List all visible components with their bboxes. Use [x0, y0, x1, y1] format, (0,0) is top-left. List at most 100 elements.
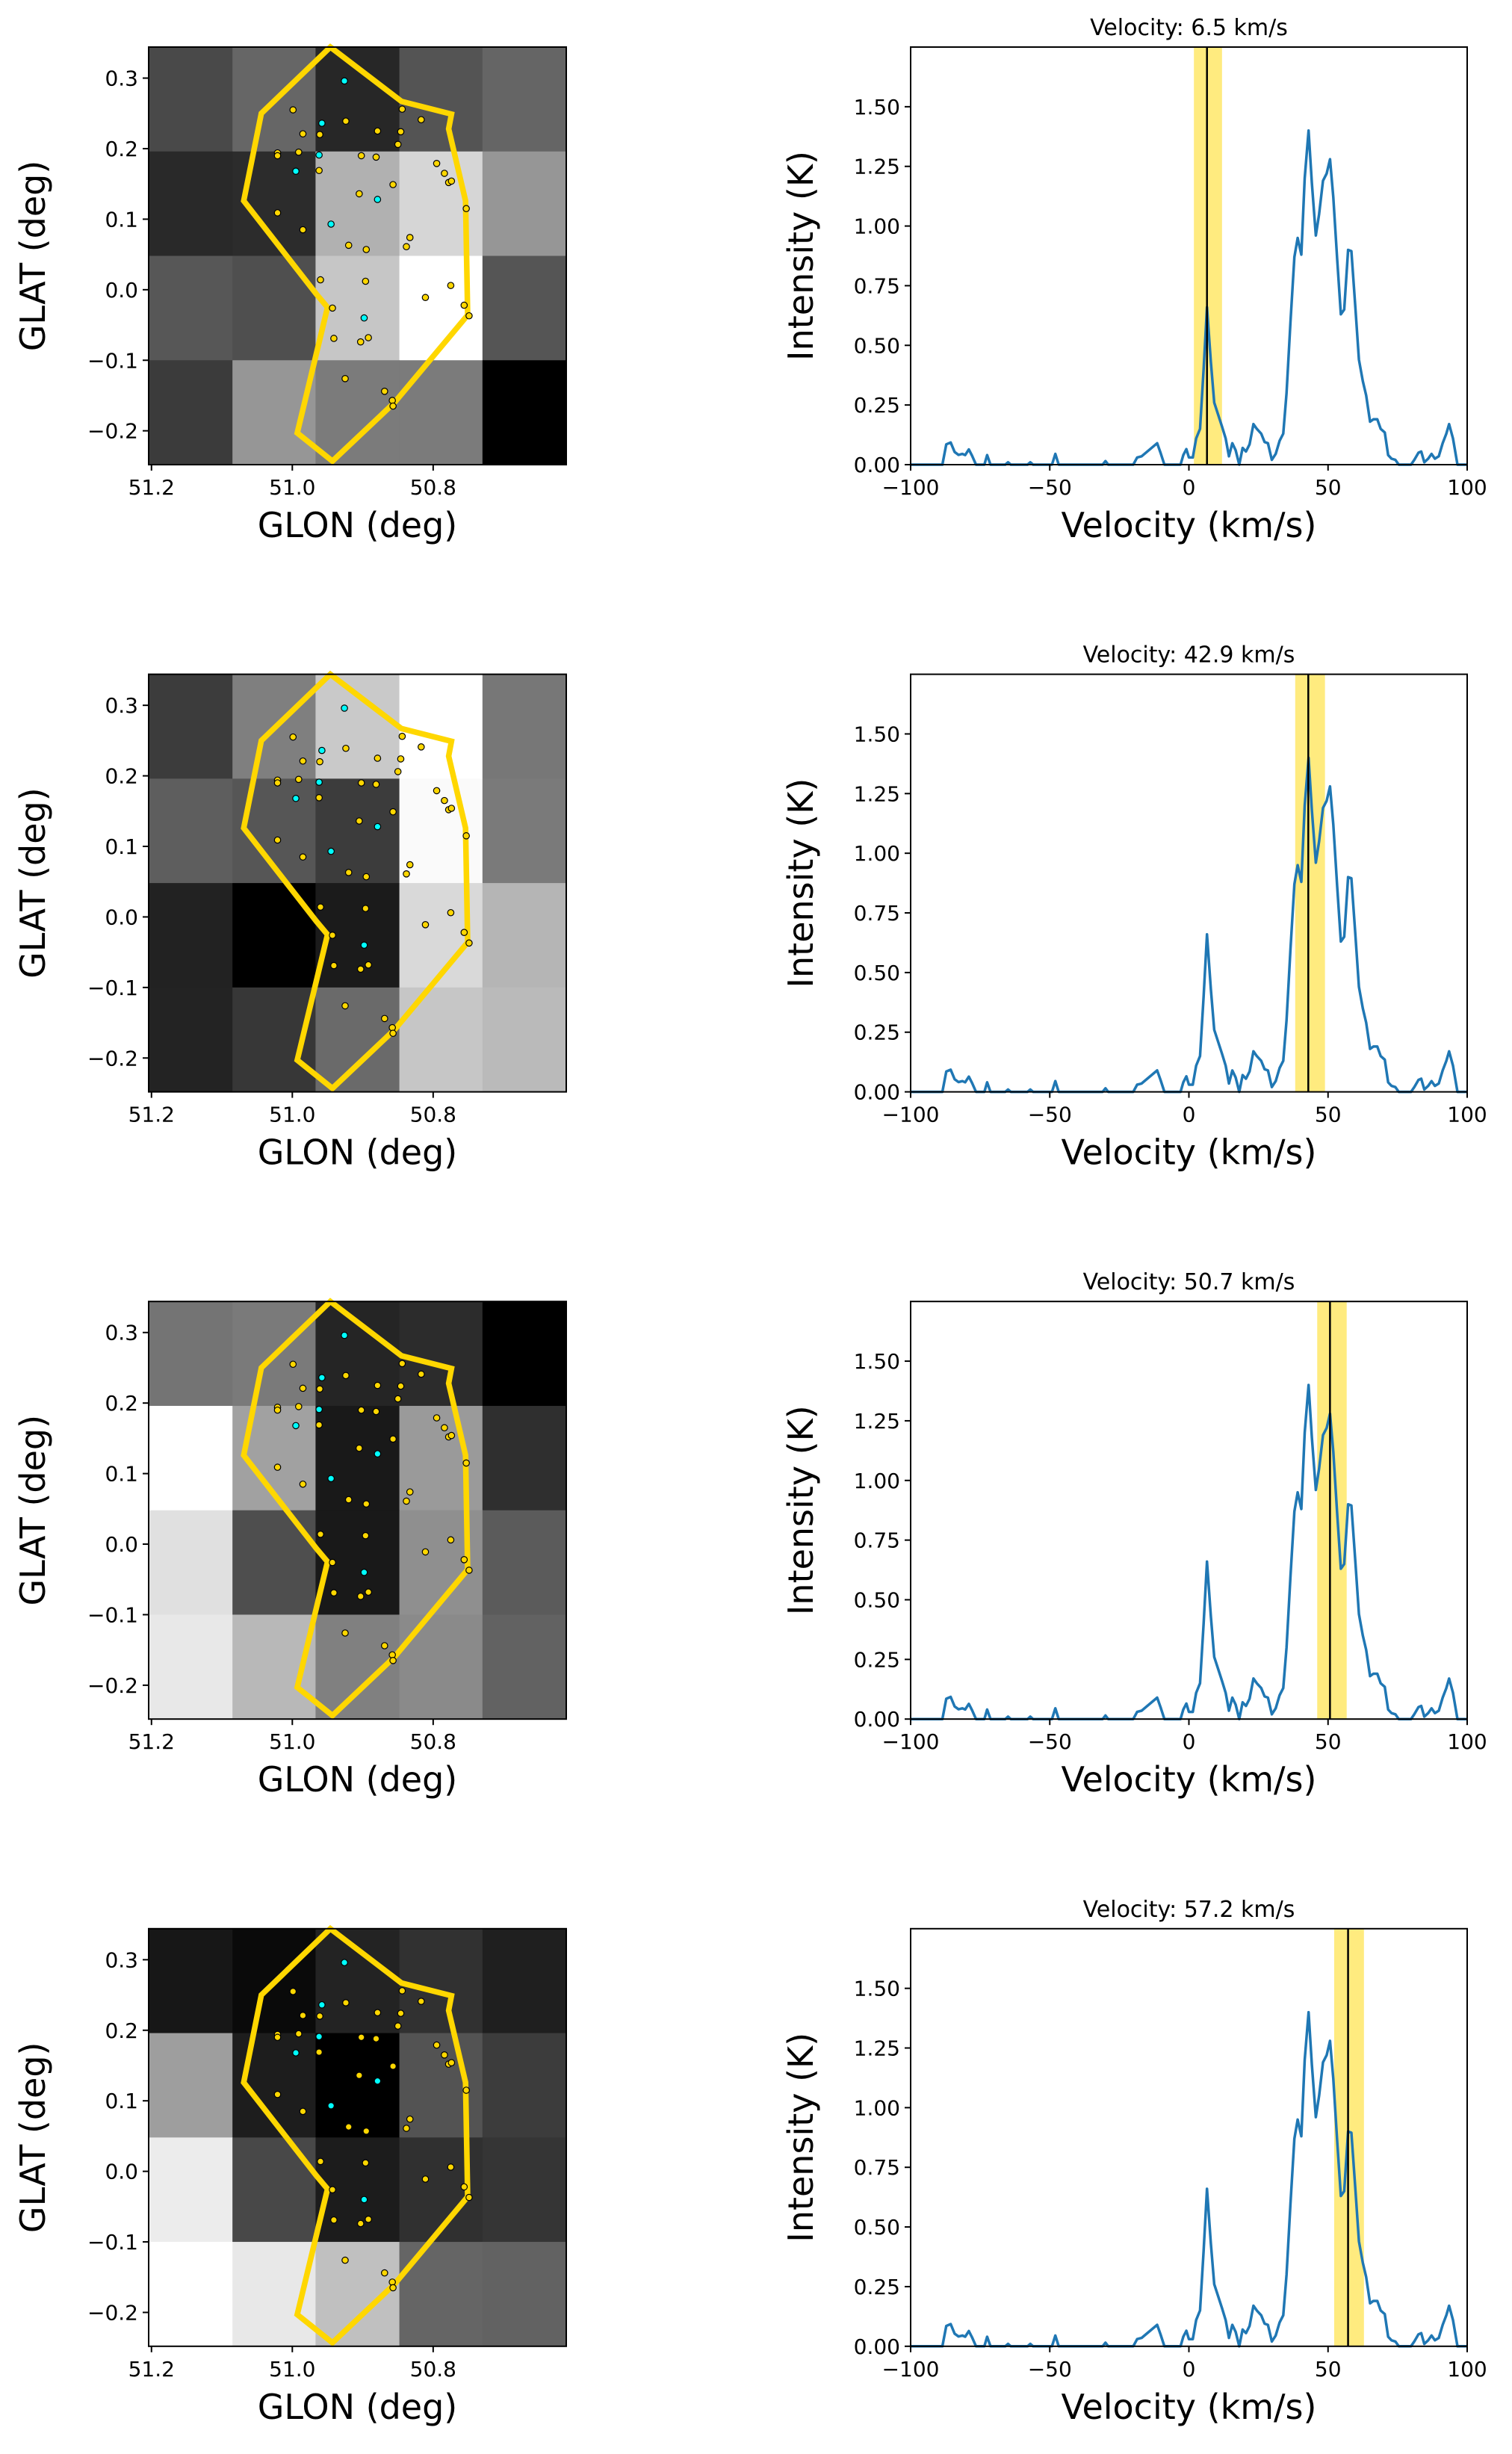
map-xtick-label: 51.0: [269, 1103, 315, 1127]
spectrum-ytick-label: 1.25: [854, 155, 900, 179]
map-pixel: [149, 1405, 233, 1511]
source-point-yellow: [356, 2072, 363, 2080]
map-pixel: [482, 151, 567, 256]
map-pixel: [232, 1510, 316, 1615]
spectrum-title: Velocity: 57.2 km/s: [1083, 1897, 1295, 1923]
spectrum-ytick-label: 0.25: [854, 1020, 900, 1045]
spectrum-ytick-label: 0.25: [854, 1647, 900, 1672]
source-point-yellow: [365, 961, 372, 969]
source-point-cyan: [327, 1475, 335, 1483]
source-point-yellow: [389, 2284, 397, 2292]
source-point-yellow: [315, 794, 323, 802]
map-xtick-label: 51.2: [128, 1729, 175, 1754]
map-ytick-label: 0.2: [105, 1391, 138, 1416]
map-pixel: [315, 151, 400, 256]
source-point-yellow: [394, 2022, 402, 2030]
source-point-yellow: [421, 1548, 430, 1556]
map-pixel: [315, 674, 400, 779]
source-point-yellow: [380, 387, 388, 395]
spectrum-ytick-label: 0.75: [854, 273, 900, 298]
source-point-yellow: [389, 2063, 397, 2070]
spectrum-xtick-label: 0: [1183, 475, 1196, 500]
spectrum-plot: Velocity: 57.2 km/s −100 −50 0 50 100 0.00 0.25…: [781, 1897, 1487, 2427]
map-pixel: [399, 47, 483, 152]
source-point-yellow: [389, 808, 397, 816]
spectrum-ylabel: Intensity (K): [781, 151, 821, 361]
spectrum-xtick-label: 50: [1315, 1729, 1342, 1754]
spectrum-xtick-label: −50: [1028, 475, 1072, 500]
spectrum-ylabel: Intensity (K): [781, 2033, 821, 2243]
map-ytick-label: 0.1: [105, 207, 138, 232]
map-pixel: [149, 1510, 233, 1615]
source-point-cyan: [360, 941, 368, 949]
spectrum-ytick-label: 0.00: [854, 453, 900, 477]
source-point-yellow: [299, 2012, 307, 2019]
region-polygon: [241, 43, 471, 465]
source-point-yellow: [421, 2175, 430, 2183]
spectrum-ytick-label: 1.50: [854, 722, 900, 746]
source-point-yellow: [389, 1657, 397, 1664]
source-point-yellow: [299, 853, 307, 861]
source-point-yellow: [394, 140, 402, 149]
spectrum-ytick-label: 0.25: [854, 393, 900, 418]
source-point-yellow: [273, 836, 282, 844]
map-xtick-label: 51.2: [128, 2357, 175, 2382]
source-point-yellow: [316, 131, 323, 138]
map-ylabel: GLAT (deg): [13, 2042, 53, 2234]
source-point-yellow: [460, 2183, 468, 2191]
map-pixel: [149, 883, 233, 988]
source-point-yellow: [421, 921, 430, 929]
spectrum-xtick-label: 50: [1315, 2357, 1342, 2382]
source-point-yellow: [294, 148, 303, 156]
source-point-yellow: [447, 1536, 455, 1544]
spectrum-xtick-label: 0: [1183, 2357, 1196, 2382]
map-pixel: [149, 674, 233, 779]
map-pixel: [482, 1614, 567, 1720]
map-xlabel: GLON (deg): [258, 2387, 457, 2427]
map-pixel: [149, 1301, 233, 1407]
map-xtick-label: 51.0: [269, 2357, 315, 2382]
map-xtick-label: 50.8: [410, 475, 456, 500]
source-point-cyan: [341, 77, 348, 85]
map-pixel: [482, 1510, 567, 1615]
source-point-yellow: [462, 205, 470, 213]
spectrum-ytick-label: 0.50: [854, 1587, 900, 1612]
map-ytick-label: 0.0: [105, 1532, 138, 1557]
source-point-yellow: [316, 2013, 323, 2020]
spectrum-xtick-label: −50: [1028, 2357, 1072, 2382]
source-point-yellow: [465, 312, 473, 320]
source-point-yellow: [374, 2009, 382, 2016]
map-pixel: [399, 1301, 483, 1407]
map-pixel: [315, 1405, 400, 1511]
source-point-cyan: [318, 120, 326, 127]
source-point-yellow: [329, 1558, 336, 1567]
source-point-yellow: [447, 908, 455, 917]
glon-glat-map: 51.2 51.0 50.8 0.3 0.2 0.1 0.0 −0.1 −0.2 GLON (de…: [13, 1298, 567, 1800]
source-point-yellow: [344, 1496, 353, 1504]
source-point-yellow: [273, 152, 282, 160]
spectrum-xtick-label: −100: [882, 1729, 940, 1754]
glon-glat-map: 51.2 51.0 50.8 0.3 0.2 0.1 0.0 −0.1 −0.2 GLON (de…: [13, 670, 567, 1173]
velocity-band: [1295, 674, 1325, 1092]
map-pixel: [482, 2033, 567, 2138]
map-pixel: [232, 255, 316, 361]
source-point-yellow: [341, 2256, 349, 2264]
spectrum-xtick-label: −100: [882, 2357, 940, 2382]
source-point-cyan: [360, 1568, 368, 1576]
source-point-yellow: [365, 334, 372, 341]
source-point-yellow: [317, 276, 324, 284]
source-point-yellow: [330, 2216, 338, 2224]
source-point-yellow: [294, 2030, 303, 2038]
source-point-yellow: [316, 757, 323, 766]
source-point-yellow: [330, 961, 338, 970]
source-point-cyan: [292, 2049, 300, 2057]
source-point-yellow: [273, 779, 282, 787]
spectrum-ytick-label: 0.50: [854, 333, 900, 358]
source-point-yellow: [356, 2219, 365, 2228]
map-frame: [148, 673, 567, 1093]
map-pixel: [232, 2137, 316, 2243]
source-point-yellow: [389, 1435, 397, 1443]
map-ytick-label: 0.1: [105, 834, 138, 859]
source-point-yellow: [462, 832, 470, 840]
